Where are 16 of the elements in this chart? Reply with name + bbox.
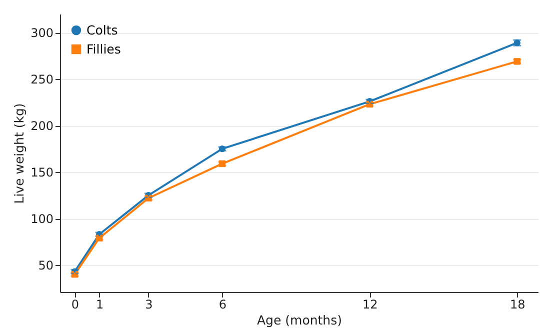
y-tick-label: 250 bbox=[30, 72, 54, 87]
x-axis-title: Age (months) bbox=[257, 312, 342, 328]
x-tick-label: 3 bbox=[145, 298, 153, 312]
x-tick-label: 6 bbox=[218, 298, 227, 312]
x-tick-label: 12 bbox=[362, 298, 378, 312]
y-tick-label: 100 bbox=[30, 212, 54, 226]
y-axis-title: Live weight (kg) bbox=[12, 103, 27, 204]
y-tick-label: 50 bbox=[38, 258, 54, 273]
y-tick-label: 200 bbox=[30, 119, 54, 134]
x-tick-label: 1 bbox=[96, 298, 104, 312]
y-tick-label: 150 bbox=[30, 166, 54, 180]
legend-label: Colts bbox=[86, 22, 118, 38]
x-tick-label: 18 bbox=[510, 298, 526, 312]
y-tick-label: 300 bbox=[30, 26, 54, 40]
x-tick-label: 0 bbox=[71, 298, 80, 312]
legend-label: Fillies bbox=[86, 41, 121, 56]
